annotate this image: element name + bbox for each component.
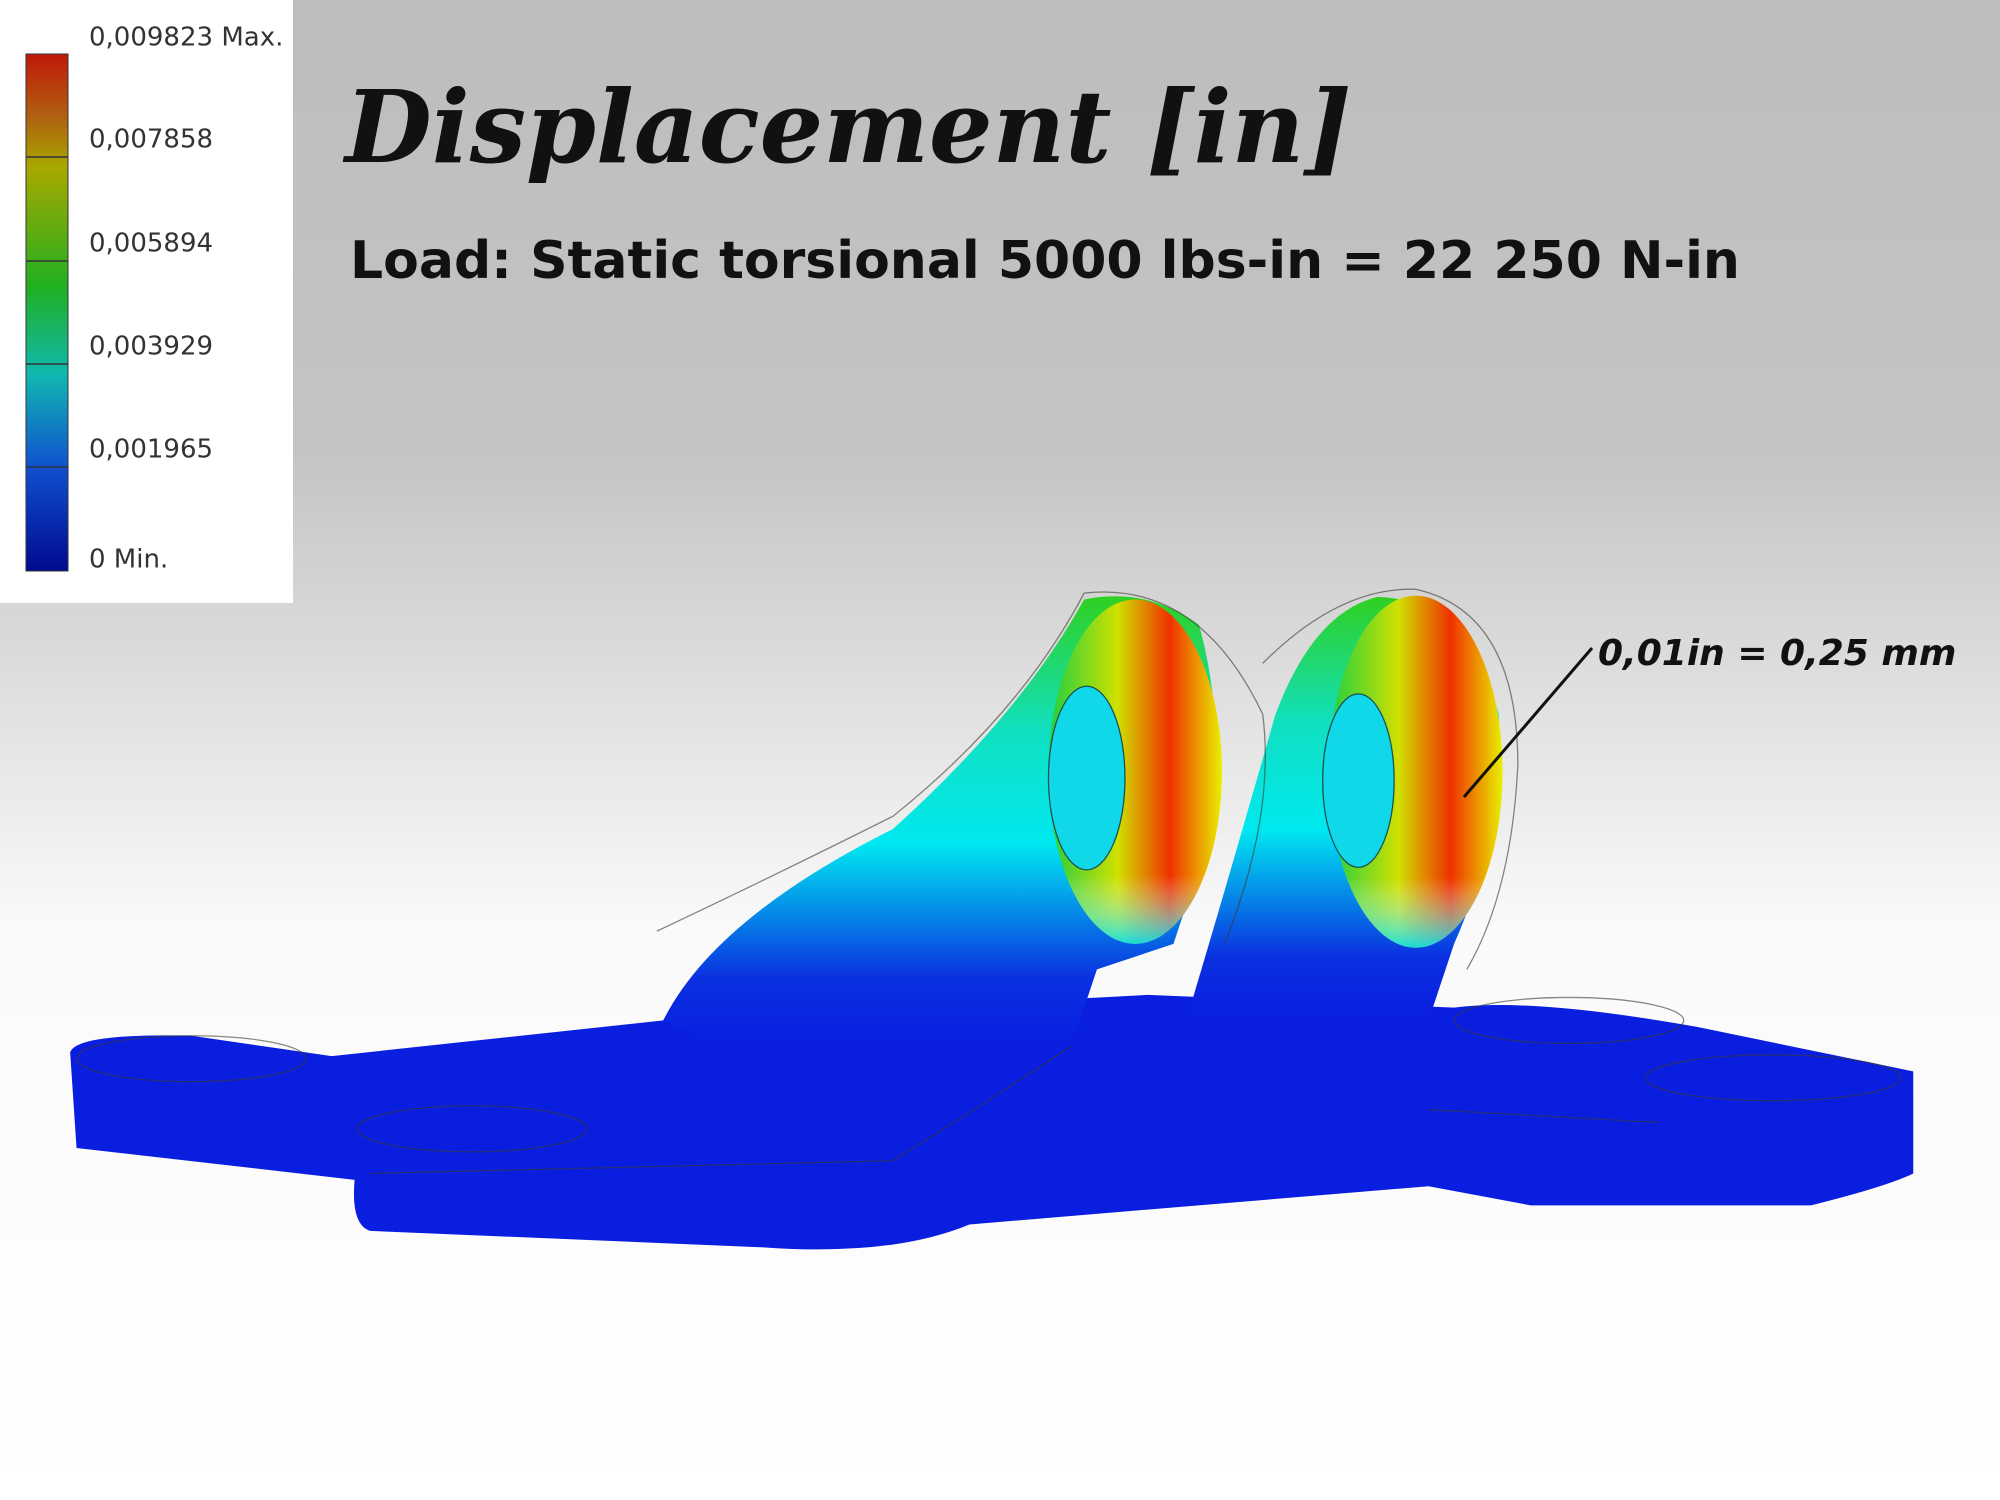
deformed-outline — [1262, 588, 1519, 970]
color-scale — [25, 53, 69, 572]
legend-label: 0,005894 — [89, 229, 213, 259]
legend-label: 0,007858 — [89, 125, 213, 155]
deformed-outline — [656, 591, 1266, 945]
legend-label: 0 Min. — [89, 545, 168, 575]
right-lug-hole — [1322, 693, 1395, 868]
legend-label: 0,001965 — [89, 435, 213, 465]
left-lug-hole — [1047, 685, 1126, 871]
subtitle: Load: Static torsional 5000 lbs-in = 22 … — [350, 231, 1740, 291]
legend-label: 0,009823 Max. — [89, 23, 283, 53]
annotation: 0,01in = 0,25 mm — [1598, 633, 1956, 674]
part-model — [70, 588, 1914, 1250]
edge — [369, 1045, 1659, 1175]
title: Displacement [in] — [342, 68, 1352, 186]
annotation-leader — [1462, 647, 1594, 798]
edge — [1453, 996, 1685, 1044]
legend-label: 0,003929 — [89, 332, 213, 362]
edge — [1644, 1054, 1902, 1102]
base-plate — [70, 994, 1914, 1250]
edge — [356, 1105, 588, 1153]
edge — [75, 1035, 307, 1083]
scale-dividers — [26, 156, 68, 468]
